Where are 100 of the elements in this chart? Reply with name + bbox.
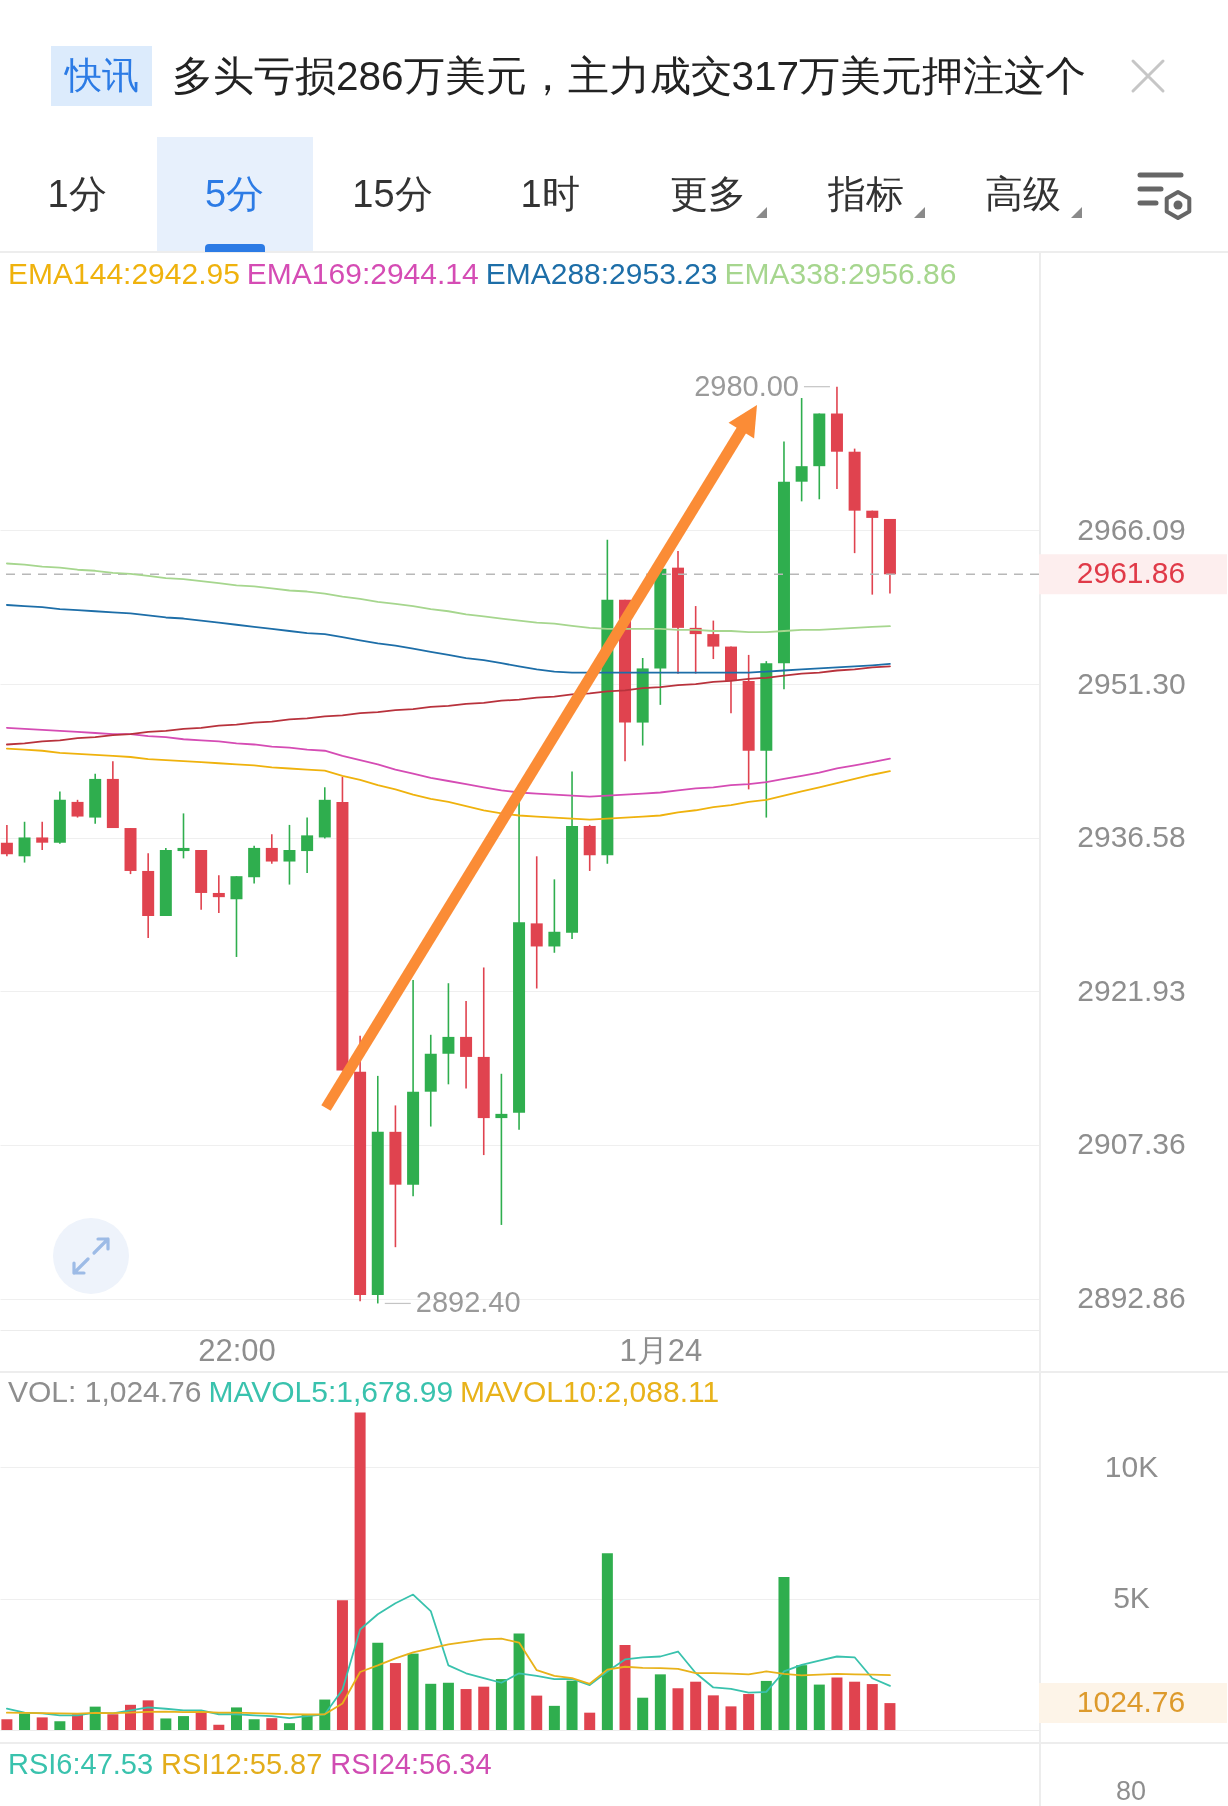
text: 80	[1114, 1776, 1147, 1806]
line-series	[5, 726, 891, 798]
bar	[407, 1653, 419, 1730]
bar	[884, 1703, 896, 1730]
line-series	[5, 1593, 891, 1720]
bar	[283, 1723, 295, 1730]
bar	[778, 1576, 790, 1730]
bar	[849, 1681, 861, 1730]
y-tick-label: 10K	[1104, 1450, 1159, 1483]
text: 快讯	[51, 46, 152, 106]
bar	[813, 1684, 825, 1730]
line-series	[5, 562, 891, 633]
line-series	[5, 747, 891, 821]
text: 2961.86	[1076, 556, 1186, 590]
candlestick	[283, 824, 296, 886]
text: EMA169:2944.14	[246, 257, 479, 290]
bar	[442, 1682, 454, 1730]
y-tick-label: 2936.58	[1077, 820, 1186, 854]
x-tick-label: 22:00	[198, 1332, 276, 1368]
bar	[372, 1642, 384, 1730]
x-tick-label: 1月24	[619, 1332, 703, 1368]
bar	[36, 1717, 48, 1730]
text: MAVOL10:2,088.11	[460, 1375, 720, 1408]
candlestick	[530, 855, 543, 990]
bar	[107, 1714, 119, 1730]
candlestick	[495, 1072, 508, 1226]
bar	[495, 1679, 507, 1730]
bar	[707, 1695, 719, 1730]
bar	[866, 1684, 878, 1730]
bar	[354, 1412, 366, 1730]
bar	[760, 1680, 772, 1730]
candlestick	[212, 874, 225, 914]
annotation: 2892.40	[415, 1286, 521, 1319]
candlestick	[707, 619, 720, 660]
bar	[637, 1697, 649, 1730]
text: 5分	[204, 172, 266, 217]
bar	[160, 1718, 172, 1730]
bar	[584, 1712, 596, 1730]
bar	[566, 1680, 578, 1730]
bar	[54, 1721, 66, 1730]
bar	[548, 1705, 560, 1730]
candlestick	[301, 816, 314, 874]
text: 1024.76	[1076, 1685, 1186, 1719]
candlestick	[265, 833, 278, 865]
candlestick	[36, 820, 49, 851]
bar	[178, 1716, 189, 1730]
bar	[336, 1600, 348, 1730]
candlestick	[442, 982, 455, 1086]
text: 1分	[46, 172, 108, 217]
bar	[389, 1663, 401, 1730]
bar	[460, 1689, 472, 1730]
candlestick	[548, 878, 561, 954]
y-tick-label: 2951.30	[1077, 666, 1186, 700]
candlestick	[18, 820, 31, 864]
bar	[743, 1694, 755, 1730]
text: 高级	[984, 172, 1063, 217]
text: 多头亏损286万美元，主力成交317万美元押注这个	[172, 52, 1087, 101]
candlestick	[795, 397, 808, 503]
line-series	[5, 604, 891, 674]
bar	[672, 1688, 684, 1730]
bar	[513, 1633, 525, 1730]
bar	[425, 1683, 437, 1730]
y-tick-label: 2921.93	[1077, 973, 1186, 1007]
bar	[531, 1695, 543, 1730]
bar	[478, 1686, 490, 1730]
text: 指标	[826, 172, 905, 217]
text: 15分	[351, 172, 434, 217]
text: 更多	[668, 172, 747, 217]
bar	[248, 1719, 260, 1730]
text: RSI6:47.53	[8, 1748, 154, 1780]
candlestick	[866, 509, 879, 596]
candlestick	[230, 875, 243, 958]
bar	[654, 1674, 666, 1730]
bar	[213, 1724, 225, 1730]
bar	[89, 1706, 101, 1730]
bar	[19, 1713, 31, 1730]
text: EMA288:2953.23	[485, 257, 718, 290]
text: RSI24:56.34	[330, 1748, 492, 1780]
y-tick-label: 2907.36	[1077, 1127, 1186, 1161]
bar	[831, 1677, 843, 1730]
bar	[195, 1712, 207, 1730]
y-tick-label: 5K	[1113, 1581, 1150, 1615]
bar	[725, 1706, 737, 1730]
candlestick	[0, 824, 13, 858]
bar	[266, 1718, 278, 1730]
text: EMA144:2942.95	[8, 257, 240, 290]
bar	[619, 1644, 631, 1730]
text: MAVOL5:1,678.99	[208, 1375, 454, 1408]
line-series	[5, 665, 891, 746]
candlestick	[177, 812, 190, 860]
annotation: 2980.00	[694, 369, 799, 402]
bar	[1, 1719, 13, 1730]
text: 1时	[519, 172, 581, 217]
text: EMA338:2956.86	[724, 257, 957, 290]
y-tick-label: 2892.86	[1077, 1281, 1186, 1315]
bar	[601, 1553, 613, 1730]
chart-title: VOL: 1,024.76	[8, 1375, 202, 1408]
bar	[796, 1665, 808, 1730]
candlestick	[460, 1000, 473, 1090]
text: RSI12:55.87	[161, 1748, 323, 1780]
